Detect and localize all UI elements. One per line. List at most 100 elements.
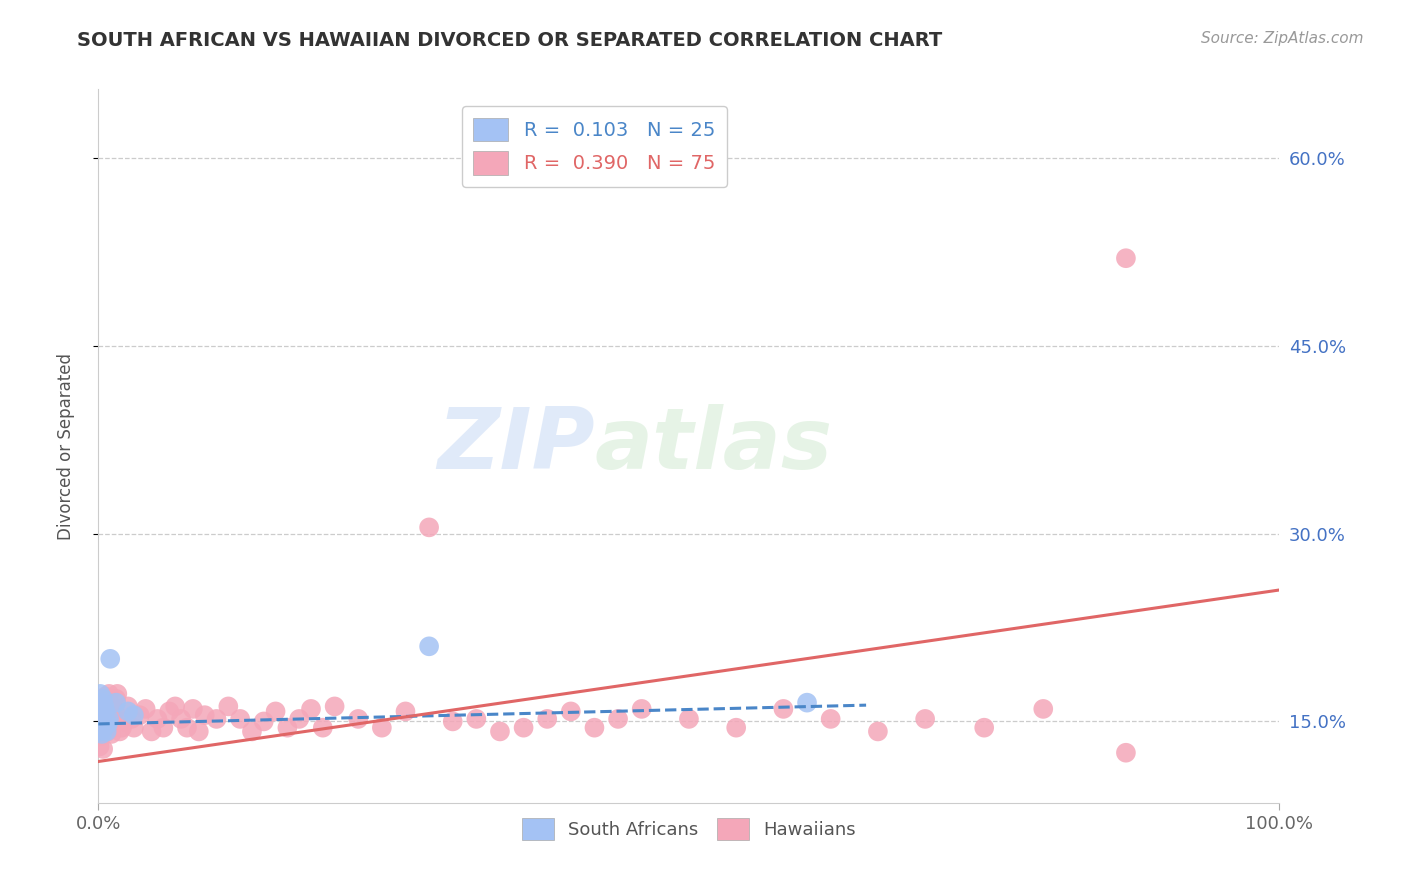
Point <box>312 721 335 735</box>
Point <box>93 696 115 710</box>
Point <box>772 702 794 716</box>
Point <box>536 712 558 726</box>
Text: ZIP: ZIP <box>437 404 595 488</box>
Point <box>122 708 145 723</box>
Point <box>323 699 346 714</box>
Point <box>90 705 112 719</box>
Point <box>89 724 111 739</box>
Point <box>678 712 700 726</box>
Point <box>105 692 128 706</box>
Point <box>1115 251 1137 265</box>
Point <box>94 690 117 704</box>
Point <box>240 724 263 739</box>
Point <box>205 712 228 726</box>
Point <box>276 721 298 735</box>
Point <box>141 724 163 739</box>
Point <box>217 699 239 714</box>
Point <box>1032 702 1054 716</box>
Point <box>725 721 748 735</box>
Point <box>394 705 416 719</box>
Point <box>91 714 114 729</box>
Point <box>973 721 995 735</box>
Point <box>264 705 287 719</box>
Point <box>94 721 117 735</box>
Point <box>176 721 198 735</box>
Point <box>135 702 157 716</box>
Point <box>157 705 180 719</box>
Point <box>93 721 115 735</box>
Point <box>512 721 534 735</box>
Point <box>187 724 209 739</box>
Point <box>108 724 131 739</box>
Point <box>90 708 112 723</box>
Point <box>90 696 112 710</box>
Text: Source: ZipAtlas.com: Source: ZipAtlas.com <box>1201 31 1364 46</box>
Point <box>560 705 582 719</box>
Point <box>90 730 112 744</box>
Point <box>796 696 818 710</box>
Point <box>97 717 120 731</box>
Point <box>866 724 889 739</box>
Point <box>128 708 150 723</box>
Point <box>89 739 111 754</box>
Text: SOUTH AFRICAN VS HAWAIIAN DIVORCED OR SEPARATED CORRELATION CHART: SOUTH AFRICAN VS HAWAIIAN DIVORCED OR SE… <box>77 31 942 50</box>
Point <box>94 705 117 719</box>
Point <box>100 727 122 741</box>
Point <box>122 721 145 735</box>
Point <box>229 712 252 726</box>
Point <box>170 712 193 726</box>
Point <box>89 687 111 701</box>
Point <box>820 712 842 726</box>
Point <box>418 640 440 654</box>
Point <box>91 699 114 714</box>
Point <box>441 714 464 729</box>
Point <box>103 712 125 726</box>
Point <box>101 699 124 714</box>
Point <box>91 727 114 741</box>
Point <box>914 712 936 726</box>
Point <box>89 717 111 731</box>
Point <box>117 699 139 714</box>
Point <box>98 687 121 701</box>
Point <box>93 712 115 726</box>
Point <box>111 721 134 735</box>
Point <box>96 712 118 726</box>
Point <box>194 708 217 723</box>
Point <box>347 712 370 726</box>
Point <box>91 692 114 706</box>
Point <box>91 742 114 756</box>
Point <box>89 702 111 716</box>
Point <box>253 714 276 729</box>
Point <box>1115 746 1137 760</box>
Point <box>105 696 128 710</box>
Point <box>112 714 135 729</box>
Point <box>91 699 114 714</box>
Point <box>630 702 652 716</box>
Point <box>418 520 440 534</box>
Point <box>607 712 630 726</box>
Point <box>90 712 112 726</box>
Point <box>371 721 394 735</box>
Point <box>299 702 322 716</box>
Point <box>117 705 139 719</box>
Point <box>165 699 187 714</box>
Point <box>181 702 204 716</box>
Point <box>288 712 311 726</box>
Point <box>146 712 169 726</box>
Point <box>98 712 121 726</box>
Point <box>93 699 115 714</box>
Point <box>97 724 120 739</box>
Point <box>583 721 606 735</box>
Point <box>97 696 120 710</box>
Point <box>87 708 110 723</box>
Point <box>98 652 121 666</box>
Point <box>105 687 128 701</box>
Point <box>489 724 512 739</box>
Point <box>98 705 121 719</box>
Point <box>91 717 114 731</box>
Point <box>465 712 488 726</box>
Point <box>91 708 114 723</box>
Point <box>96 724 118 739</box>
Point <box>104 705 127 719</box>
Point <box>121 712 143 726</box>
